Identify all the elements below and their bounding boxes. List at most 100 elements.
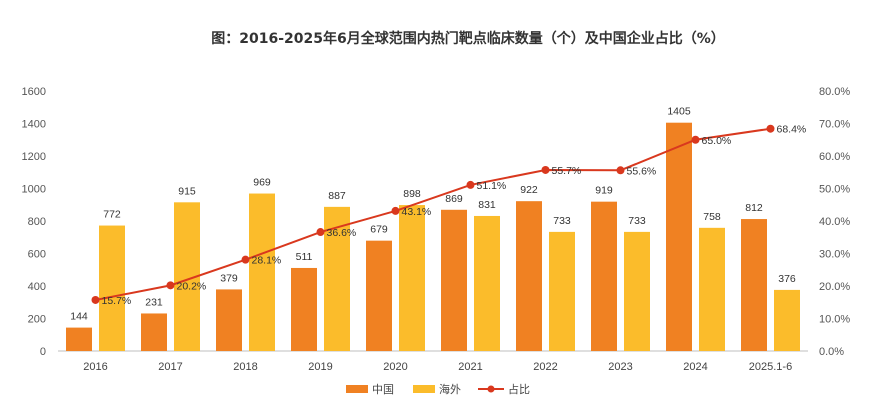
y-left-tick-label: 1200 [22,151,46,163]
legend-swatch-overseas [413,385,435,393]
data-label-overseas: 758 [703,211,721,223]
bar-china [66,327,92,351]
ratio-point [241,255,250,264]
data-label-ratio: 36.6% [327,227,357,239]
data-label-china: 869 [445,193,463,205]
bars-group [66,122,800,351]
data-label-overseas: 969 [253,177,271,189]
data-label-ratio: 43.1% [402,206,432,218]
y-right-tick-label: 60.0% [819,151,850,163]
bar-china [741,219,767,351]
bar-china [591,201,617,351]
y-right-tick-label: 40.0% [819,216,850,228]
data-label-china: 922 [520,184,538,196]
bar-overseas [99,225,125,351]
x-tick-label: 2017 [158,361,182,373]
ratio-line-group [91,124,775,304]
x-tick-label: 2019 [308,361,332,373]
bar-overseas [624,231,650,351]
ratio-point [766,124,775,133]
x-tick-label: 2022 [533,361,557,373]
data-label-china: 1405 [667,106,691,118]
bar-china [666,122,692,351]
ratio-point [391,206,400,215]
data-label-overseas: 831 [478,199,496,211]
bar-china [516,201,542,351]
bar-overseas [324,206,350,351]
legend-label-ratio: 占比 [508,382,530,396]
bar-china [291,267,317,351]
y-left-tick-label: 800 [28,216,46,228]
data-label-ratio: 15.7% [102,295,132,307]
y-left-tick-label: 1600 [22,86,46,98]
bar-overseas [549,231,575,351]
x-tick-label: 2021 [458,361,482,373]
x-tick-label: 2023 [608,361,632,373]
y-left-tick-label: 1400 [22,119,46,131]
x-axis: 2016 2017 2018 2019 2020 2021 2022 2023 2024 2025… [83,361,792,373]
bar-overseas [249,193,275,351]
data-label-china: 679 [370,224,388,236]
ratio-point [316,228,325,237]
x-tick-label: 2020 [383,361,407,373]
legend-swatch-china [346,385,368,393]
ratio-point [466,180,475,189]
y-right-tick-label: 0.0% [819,346,844,358]
data-label-china: 511 [296,251,313,263]
data-label-overseas: 915 [178,185,196,197]
legend-label-overseas: 海外 [439,382,461,396]
y-left-tick-label: 400 [28,281,46,293]
data-label-ratio: 55.6% [627,165,657,177]
ratio-point [166,281,175,290]
x-tick-label: 2024 [683,361,707,373]
data-label-ratio: 51.1% [477,180,507,192]
data-label-overseas: 733 [628,215,646,227]
data-label-ratio: 68.4% [777,124,807,136]
bar-overseas [774,289,800,351]
chart-title: 图：2016-2025年6月全球范围内热门靶点临床数量（个）及中国企业占比（%） [211,30,725,47]
legend-label-china: 中国 [372,383,394,396]
data-label-overseas: 772 [103,209,121,221]
y-axis-left: 0 200 400 600 800 1000 1200 1400 1600 [22,86,46,358]
data-label-overseas: 898 [403,188,421,200]
y-right-tick-label: 50.0% [819,184,850,196]
data-label-china: 144 [70,311,88,323]
bar-china [216,289,242,351]
data-label-overseas: 887 [328,190,346,202]
data-label-overseas: 376 [778,273,796,285]
data-label-china: 919 [595,185,613,197]
ratio-point [91,295,100,304]
bar-china [441,209,467,351]
data-label-ratio: 20.2% [177,280,207,292]
data-label-ratio: 65.0% [702,135,732,147]
x-tick-label: 2025.1-6 [749,361,792,373]
bar-overseas [399,205,425,351]
ratio-line [95,127,771,301]
data-label-overseas: 733 [553,215,571,227]
y-right-tick-label: 20.0% [819,281,850,293]
bar-china [141,313,167,351]
y-left-tick-label: 0 [40,346,46,358]
y-axis-right: 0.0% 10.0% 20.0% 30.0% 40.0% 50.0% 60.0% 70.0% 8… [819,86,850,358]
data-label-ratio: 28.1% [252,255,282,267]
ratio-point [691,135,700,144]
x-tick-label: 2018 [233,361,257,373]
bar-china [366,240,392,351]
bar-overseas [699,227,725,351]
legend-marker-ratio [487,385,495,393]
data-label-ratio: 55.7% [552,165,582,177]
data-label-china: 231 [145,296,163,308]
data-label-china: 812 [745,202,763,214]
y-left-tick-label: 600 [28,249,46,261]
y-right-tick-label: 70.0% [819,119,850,131]
y-right-tick-label: 80.0% [819,86,850,98]
y-left-tick-label: 200 [28,314,46,326]
legend: 中国 海外 占比 [346,382,530,396]
data-label-china: 379 [220,272,238,284]
y-right-tick-label: 30.0% [819,249,850,261]
y-left-tick-label: 1000 [22,184,46,196]
ratio-point [616,166,625,175]
x-tick-label: 2016 [83,361,107,373]
y-right-tick-label: 10.0% [819,314,850,326]
